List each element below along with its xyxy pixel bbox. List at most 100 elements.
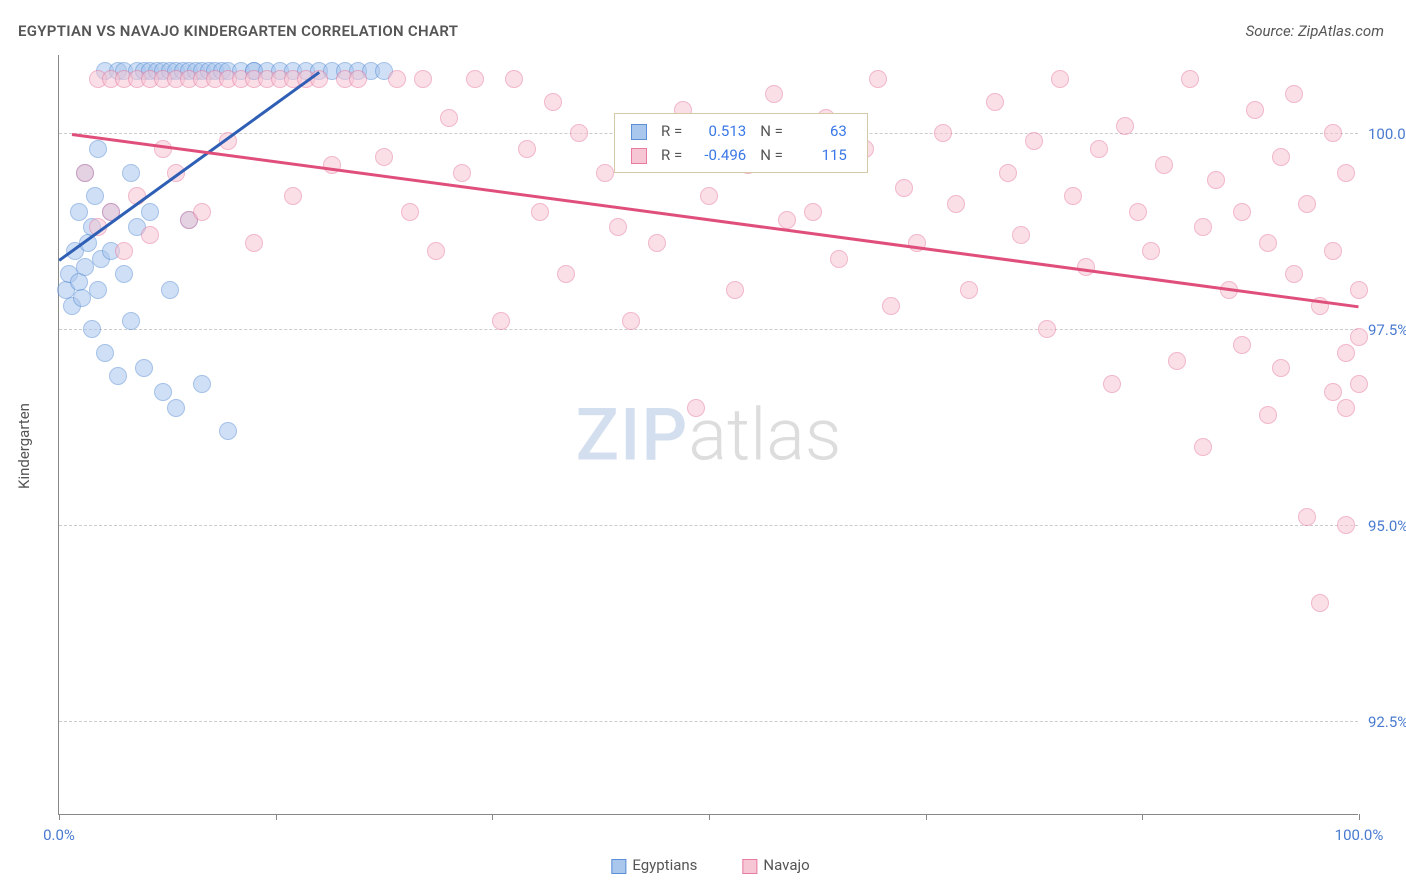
data-point [869, 70, 887, 88]
data-point [193, 375, 211, 393]
data-point [765, 85, 783, 103]
y-axis-label: Kindergarten [15, 403, 33, 489]
legend-r-eq: R = [655, 144, 688, 166]
legend-swatch-navajo [631, 148, 647, 164]
data-point [122, 312, 140, 330]
data-point [1064, 187, 1082, 205]
data-point [1324, 383, 1342, 401]
data-point [135, 359, 153, 377]
plot-area: ZIPatlas R = 0.513 N = 63 R = -0.496 N =… [58, 55, 1358, 815]
data-point [518, 140, 536, 158]
data-point [245, 234, 263, 252]
data-point [70, 203, 88, 221]
data-point [960, 281, 978, 299]
data-point [76, 164, 94, 182]
data-point [154, 383, 172, 401]
data-point [778, 211, 796, 229]
data-point [1337, 344, 1355, 362]
bottom-legend-item: Egyptians [596, 856, 697, 874]
data-point [154, 140, 172, 158]
data-point [531, 203, 549, 221]
bottom-legend: Egyptians Navajo [581, 856, 824, 874]
legend-row-egyptians: R = 0.513 N = 63 [625, 120, 853, 142]
data-point [1012, 226, 1030, 244]
data-point [1298, 508, 1316, 526]
data-point [1272, 148, 1290, 166]
y-tick-label: 97.5% [1368, 321, 1406, 339]
x-tick [1142, 814, 1143, 820]
source-attribution: Source: ZipAtlas.com [1246, 22, 1384, 40]
x-tick-label: 100.0% [1335, 826, 1384, 844]
data-point [219, 422, 237, 440]
x-tick [276, 814, 277, 820]
data-point [1038, 320, 1056, 338]
legend-r-eq: R = [655, 120, 688, 142]
legend-swatch [742, 859, 757, 874]
data-point [492, 312, 510, 330]
data-point [544, 93, 562, 111]
data-point [1285, 85, 1303, 103]
y-tick-label: 100.0% [1368, 125, 1406, 143]
data-point [193, 203, 211, 221]
data-point [1337, 516, 1355, 534]
data-point [401, 203, 419, 221]
legend-n-eq: N = [754, 120, 789, 142]
x-tick [709, 814, 710, 820]
data-point [505, 70, 523, 88]
data-point [1298, 195, 1316, 213]
data-point [1116, 117, 1134, 135]
watermark: ZIPatlas [576, 392, 842, 477]
data-point [453, 164, 471, 182]
data-point [375, 148, 393, 166]
data-point [86, 187, 104, 205]
data-point [427, 242, 445, 260]
data-point [570, 124, 588, 142]
data-point [609, 218, 627, 236]
data-point [141, 203, 159, 221]
chart-title: EGYPTIAN VS NAVAJO KINDERGARTEN CORRELAT… [18, 22, 458, 40]
data-point [804, 203, 822, 221]
data-point [1168, 352, 1186, 370]
data-point [1324, 242, 1342, 260]
legend-r-val-0: 0.513 [696, 122, 746, 140]
legend-swatch-egyptians [631, 124, 647, 140]
y-tick-label: 92.5% [1368, 713, 1406, 731]
data-point [1246, 101, 1264, 119]
data-point [349, 70, 367, 88]
data-point [1194, 438, 1212, 456]
data-point [596, 164, 614, 182]
bottom-legend-item: Navajo [727, 856, 809, 874]
data-point [622, 312, 640, 330]
gridline: 97.5% [59, 329, 1358, 330]
data-point [648, 234, 666, 252]
data-point [141, 226, 159, 244]
data-point [1285, 265, 1303, 283]
data-point [1194, 218, 1212, 236]
x-tick [926, 814, 927, 820]
data-point [89, 281, 107, 299]
data-point [388, 70, 406, 88]
data-point [1155, 156, 1173, 174]
data-point [999, 164, 1017, 182]
data-point [83, 320, 101, 338]
data-point [557, 265, 575, 283]
data-point [1129, 203, 1147, 221]
data-point [96, 344, 114, 362]
data-point [1181, 70, 1199, 88]
data-point [1233, 336, 1251, 354]
data-point [1324, 124, 1342, 142]
data-point [1051, 70, 1069, 88]
legend-n-val-1: 115 [797, 146, 847, 164]
watermark-zip: ZIP [576, 392, 689, 477]
data-point [167, 399, 185, 417]
data-point [1259, 406, 1277, 424]
data-point [1337, 399, 1355, 417]
watermark-atlas: atlas [688, 392, 841, 477]
data-point [947, 195, 965, 213]
data-point [1337, 164, 1355, 182]
data-point [115, 242, 133, 260]
trend-line [58, 71, 319, 261]
data-point [1090, 140, 1108, 158]
data-point [1259, 234, 1277, 252]
data-point [1350, 328, 1368, 346]
